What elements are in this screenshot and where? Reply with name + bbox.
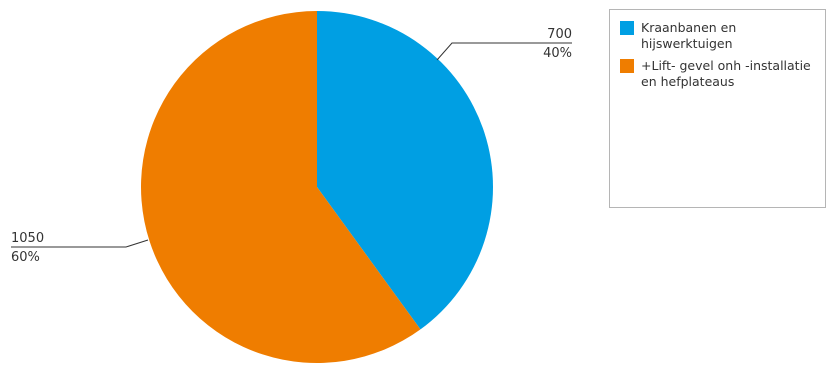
- pie-chart: 700 40% 1050 60%: [11, 11, 572, 363]
- data-label-value-kraanbanen: 700: [547, 27, 572, 42]
- pie-slice-kraanbanen[interactable]: [317, 11, 494, 330]
- data-label-percent-lift: 60%: [11, 250, 40, 265]
- legend-label-lift: +Lift- gevel onh -installatie en hefplat…: [641, 58, 811, 89]
- pie-chart-svg: 700 40% 1050 60%: [11, 11, 572, 363]
- data-label-value-lift: 1050: [11, 231, 44, 246]
- legend-item-lift[interactable]: +Lift- gevel onh -installatie en hefplat…: [620, 58, 817, 90]
- leader-line-lift: [11, 239, 149, 248]
- legend: Kraanbanen en hijswerktuigen +Lift- geve…: [609, 9, 826, 208]
- pie-slice-lift[interactable]: [141, 11, 421, 363]
- data-label-percent-kraanbanen: 40%: [543, 46, 572, 61]
- legend-swatch-lift: [620, 59, 634, 73]
- legend-item-kraanbanen[interactable]: Kraanbanen en hijswerktuigen: [620, 20, 817, 52]
- legend-label-kraanbanen: Kraanbanen en hijswerktuigen: [641, 20, 737, 51]
- legend-swatch-kraanbanen: [620, 21, 634, 35]
- leader-line-kraanbanen: [436, 42, 572, 61]
